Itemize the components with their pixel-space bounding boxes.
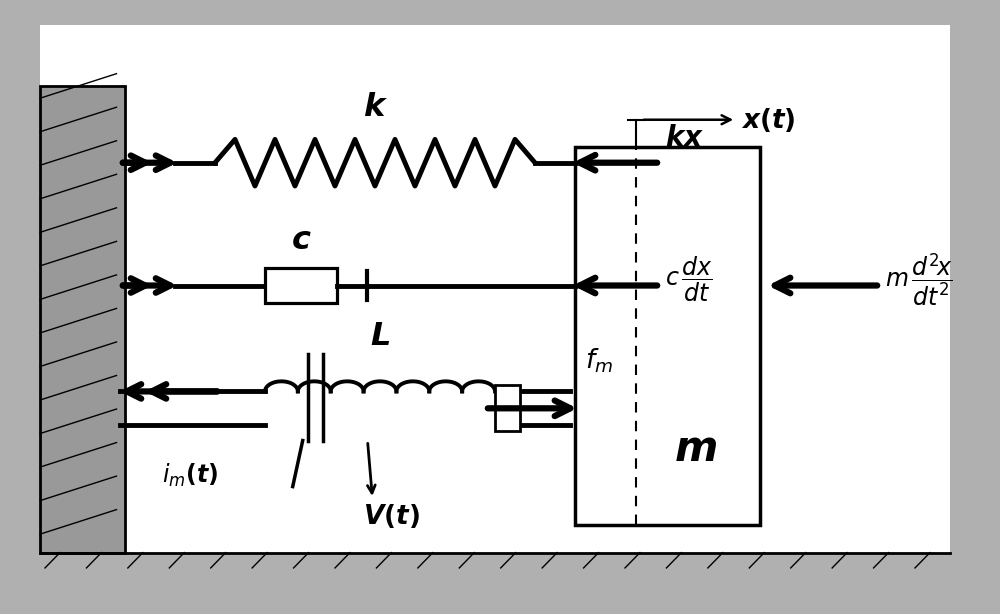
Text: $c\,\dfrac{dx}{dt}$: $c\,\dfrac{dx}{dt}$	[665, 255, 713, 304]
Text: $\boldsymbol{k}$: $\boldsymbol{k}$	[363, 92, 387, 123]
Text: $\boldsymbol{kx}$: $\boldsymbol{kx}$	[665, 123, 704, 152]
Text: $\boldsymbol{V(t)}$: $\boldsymbol{V(t)}$	[363, 502, 420, 530]
Text: $\boldsymbol{L}$: $\boldsymbol{L}$	[370, 321, 390, 351]
Bar	[495, 386, 520, 431]
Text: $\boldsymbol{i_m(t)}$: $\boldsymbol{i_m(t)}$	[162, 462, 218, 489]
Text: $\boldsymbol{x(t)}$: $\boldsymbol{x(t)}$	[741, 106, 796, 134]
Bar	[575, 147, 760, 525]
Text: $\boldsymbol{c}$: $\boldsymbol{c}$	[291, 225, 311, 256]
Text: $\boldsymbol{f_m}$: $\boldsymbol{f_m}$	[585, 346, 613, 375]
Text: $\boldsymbol{m}$: $\boldsymbol{m}$	[674, 429, 717, 470]
Text: $m\,\dfrac{d^2\!x}{dt^2}$: $m\,\dfrac{d^2\!x}{dt^2}$	[885, 251, 952, 308]
Bar	[40, 86, 125, 553]
Bar	[40, 25, 950, 553]
Bar	[265, 268, 337, 303]
